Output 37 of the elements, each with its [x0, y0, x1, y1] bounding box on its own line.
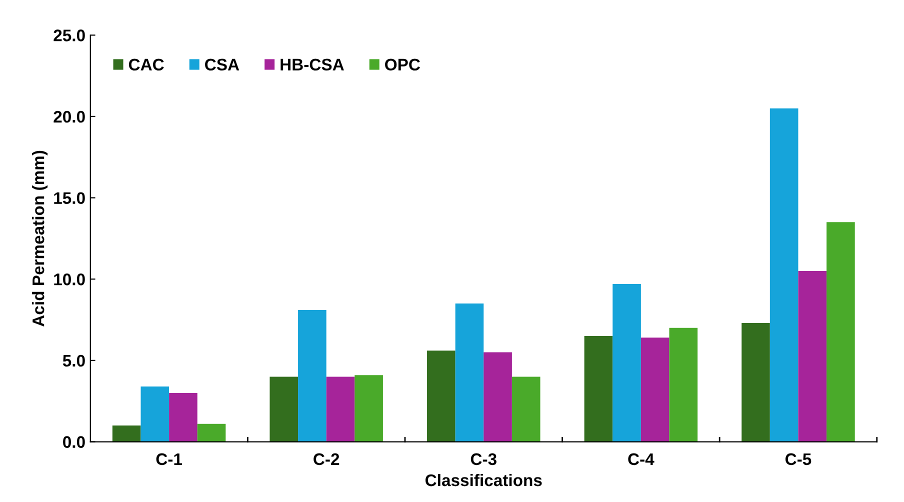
bar: [584, 336, 613, 442]
bar: [326, 376, 355, 442]
bar: [298, 310, 326, 442]
bar: [484, 352, 512, 442]
legend-label: CAC: [128, 58, 164, 71]
bar: [742, 323, 770, 442]
bar: [455, 304, 484, 442]
bar: [512, 376, 540, 442]
bar: [169, 392, 198, 442]
bar: [197, 424, 226, 442]
y-tick-label: 10.0: [54, 274, 85, 286]
bar: [427, 350, 456, 442]
bar: [798, 270, 827, 442]
bar: [140, 386, 170, 442]
x-tick-label: C-4: [628, 453, 654, 466]
x-tick-label: C-2: [314, 453, 340, 466]
legend-label: HB-CSA: [280, 58, 344, 71]
legend-label: CSA: [205, 58, 240, 71]
bar: [640, 338, 670, 442]
bar: [112, 425, 141, 442]
x-tick-label: C-5: [785, 453, 812, 466]
x-axis-title: Classifications: [426, 474, 542, 486]
bar: [354, 375, 383, 442]
bar: [612, 284, 641, 442]
y-tick-label: 20.0: [54, 110, 85, 123]
bar: [270, 376, 298, 442]
bar: [770, 108, 798, 442]
x-tick-label: C-3: [470, 453, 496, 466]
legend-label: OPC: [385, 58, 420, 71]
bar: [826, 222, 855, 442]
x-tick-label: C-1: [156, 453, 182, 466]
y-tick-label: 25.0: [54, 30, 85, 42]
y-tick-label: 15.0: [54, 192, 85, 204]
bar: [669, 328, 698, 442]
y-tick-label: 0.0: [63, 436, 85, 448]
y-axis-title: Acid Permeation (mm): [32, 150, 48, 326]
y-tick-label: 5.0: [62, 354, 85, 367]
